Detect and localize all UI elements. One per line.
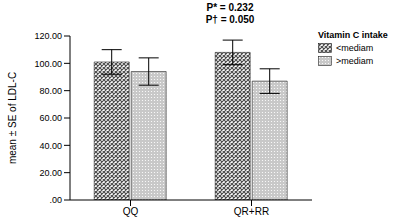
svg-text:20.00: 20.00 — [39, 168, 62, 178]
svg-text:120.00: 120.00 — [34, 31, 62, 41]
html-text:Vitamin C intake: Vitamin C intake — [318, 30, 388, 40]
html-text:>mediam: >mediam — [336, 56, 374, 66]
svg-text:40.00: 40.00 — [39, 141, 62, 151]
svg-text:mean ± SE of LDL-C: mean ± SE of LDL-C — [8, 72, 18, 164]
svg-text:QR+RR: QR+RR — [234, 206, 269, 217]
html-text:P* = 0.232: P* = 0.232 — [206, 2, 254, 13]
svg-text:60.00: 60.00 — [39, 113, 62, 123]
svg-text:QQ: QQ — [123, 206, 139, 217]
svg-text:80.00: 80.00 — [39, 86, 62, 96]
svg-text:100.00: 100.00 — [34, 59, 62, 69]
html-text:P† = 0.050: P† = 0.050 — [205, 14, 255, 25]
html-text:<mediam: <mediam — [336, 43, 374, 53]
svg-text:.00: .00 — [49, 195, 62, 205]
